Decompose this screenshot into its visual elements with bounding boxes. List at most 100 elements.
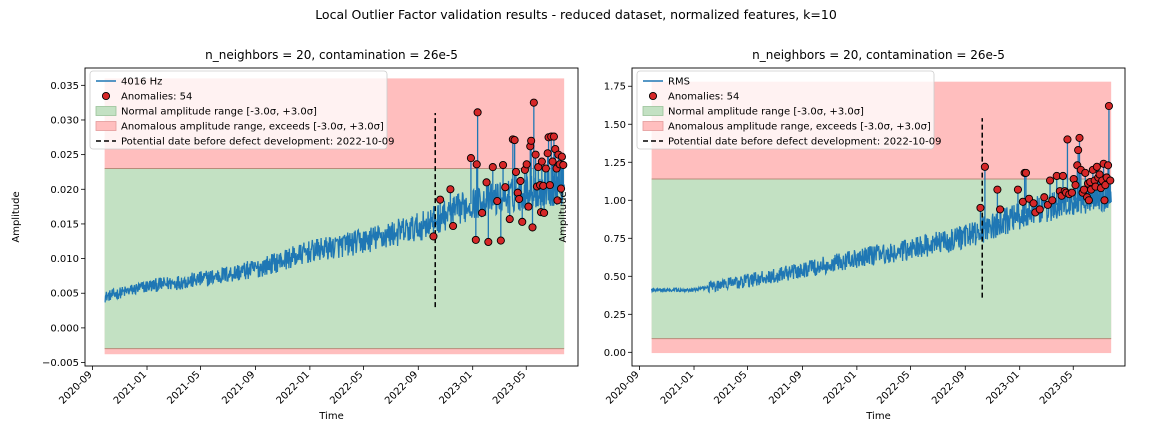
left-x-tick-label: 2022-01 — [275, 369, 312, 406]
left-y-tick-label: 0.025 — [50, 150, 79, 161]
left-anomaly-point — [545, 181, 554, 190]
left-y-tick-label: 0.030 — [50, 115, 79, 126]
left-x-tick-label: 2023-05 — [491, 369, 528, 406]
left-anomaly-point — [559, 160, 568, 170]
left-anomaly-point — [541, 164, 550, 173]
right-x-tick-label: 2022-05 — [875, 369, 912, 406]
left-x-tick-label: 2022-05 — [328, 369, 365, 406]
left-anomaly-point — [529, 98, 538, 107]
left-anomaly-point — [557, 152, 566, 161]
right-legend-anomalous-label: Anomalous amplitude range, exceeds [-3.0… — [668, 122, 931, 133]
left-x-tick-label: 2021-09 — [220, 369, 257, 406]
right-y-tick-label: 0.00 — [604, 348, 626, 359]
left-legend-series-label: 4016 Hz — [121, 77, 162, 88]
right-anomaly-point — [1084, 196, 1093, 205]
right-anomaly-point — [1103, 161, 1113, 170]
left-chart-title: n_neighbors = 20, contamination = 26e-5 — [205, 48, 458, 62]
right-anomaly-point — [1081, 168, 1090, 177]
left-y-tick-label: 0.000 — [50, 323, 79, 334]
left-anomaly-point — [518, 217, 527, 226]
left-y-axis-label: Amplitude — [11, 191, 22, 242]
left-anomaly-point — [511, 167, 521, 177]
right-y-tick-label: 0.50 — [604, 272, 626, 283]
left-anomaly-point — [498, 160, 508, 170]
right-y-tick-label: 0.75 — [604, 234, 626, 245]
right-x-tick-label: 2022-09 — [930, 369, 967, 406]
right-anomaly-point — [1029, 199, 1038, 208]
figure-suptitle: Local Outlier Factor validation results … — [315, 7, 837, 22]
right-axes-frame — [631, 67, 1126, 367]
left-anomaly-point — [496, 236, 505, 245]
chart-left: n_neighbors = 20, contamination = 26e-5 −… — [11, 48, 579, 422]
left-anomaly-point — [540, 208, 549, 217]
right-y-tick-label: 1.75 — [604, 82, 626, 93]
left-anomaly-point — [548, 157, 557, 166]
right-anomaly-point — [1035, 205, 1044, 214]
left-anomaly-point — [505, 215, 514, 224]
left-anomaly-point — [527, 136, 536, 145]
left-anomaly-point — [528, 223, 537, 232]
right-y-tick-label: 1.25 — [604, 158, 626, 169]
left-anomaly-point — [478, 208, 487, 217]
right-legend-normal-swatch — [642, 106, 664, 116]
right-x-tick-label: 2021-09 — [767, 369, 804, 406]
right-x-tick-label: 2023-05 — [1038, 369, 1075, 406]
right-anomaly-point — [1092, 162, 1101, 171]
right-anomaly-point — [976, 203, 985, 212]
left-legend-anomaly-swatch — [101, 91, 111, 101]
left-anomaly-point — [510, 136, 519, 145]
right-legend-series-label: RMS — [668, 77, 690, 88]
left-anomaly-point — [482, 178, 491, 187]
left-legend-anomalous-label: Anomalous amplitude range, exceeds [-3.0… — [121, 122, 384, 133]
right-anomaly-point — [993, 185, 1002, 194]
right-x-axis-label: Time — [865, 411, 890, 422]
left-anomaly-point — [466, 154, 475, 163]
right-x-tick-label: 2021-01 — [659, 369, 696, 406]
right-anomaly-point — [1101, 181, 1110, 190]
right-anomaly-point — [1071, 181, 1080, 190]
right-legend-normal-label: Normal amplitude range [-3.0σ, +3.0σ] — [668, 107, 864, 118]
left-anomaly-point — [429, 232, 438, 241]
left-y-tick-label: −0.005 — [42, 358, 79, 369]
left-anomaly-point — [524, 202, 533, 211]
left-x-tick-label: 2022-09 — [383, 369, 420, 406]
left-anomaly-point — [449, 221, 458, 231]
left-y-tick-label: 0.020 — [50, 185, 79, 196]
right-legend-anomaly-swatch — [648, 91, 658, 101]
left-axes-frame — [84, 67, 579, 367]
chart-right: n_neighbors = 20, contamination = 26e-5 0… — [558, 48, 1126, 422]
left-anomaly-point — [488, 163, 497, 172]
right-x-tick-label: 2023-01 — [984, 369, 1021, 406]
right-legend-anomalies-label: Anomalies: 54 — [668, 92, 739, 103]
left-anomaly-point — [539, 181, 548, 190]
left-x-axis-label: Time — [318, 411, 343, 422]
left-legend-normal-swatch — [95, 106, 117, 116]
left-anomaly-point — [472, 160, 481, 169]
left-x-tick-label: 2020-09 — [57, 369, 94, 406]
right-x-tick-label: 2020-09 — [604, 369, 641, 406]
right-anomaly-point — [1100, 196, 1109, 205]
right-y-tick-label: 1.00 — [604, 196, 626, 207]
left-y-tick-label: 0.015 — [50, 219, 79, 230]
left-anomaly-point — [556, 184, 566, 193]
left-anomaly-point — [484, 237, 493, 246]
left-x-tick-label: 2023-01 — [437, 369, 474, 406]
right-anomaly-point — [1058, 171, 1068, 180]
right-anomaly-point — [1040, 193, 1049, 202]
right-x-tick-label: 2022-01 — [822, 369, 859, 406]
right-anomaly-point — [1074, 146, 1083, 155]
left-legend-anomalous-swatch — [95, 121, 117, 131]
left-anomaly-point — [537, 157, 546, 166]
left-anomaly-point — [446, 185, 455, 194]
left-anomaly-point — [515, 194, 524, 204]
right-anomaly-point — [1104, 101, 1113, 111]
left-anomaly-point — [516, 176, 525, 186]
left-anomaly-point — [549, 132, 558, 141]
right-anomaly-point — [1075, 133, 1084, 142]
right-anomaly-point — [1048, 196, 1057, 205]
right-anomaly-point — [1013, 185, 1022, 194]
right-y-axis-label: Amplitude — [558, 191, 569, 242]
left-legend-normal-label: Normal amplitude range [-3.0σ, +3.0σ] — [121, 107, 317, 118]
